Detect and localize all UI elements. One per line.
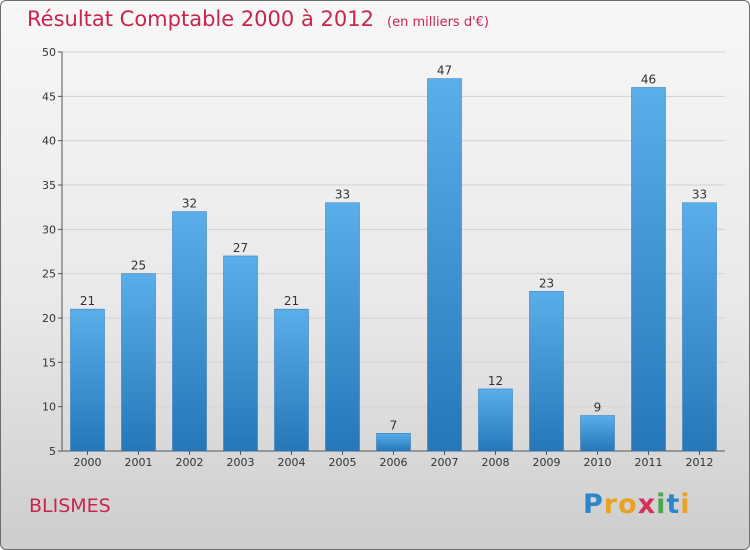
y-tick-label: 20 bbox=[42, 312, 56, 325]
commune-name: BLISMES bbox=[29, 495, 111, 517]
data-label-2006: 7 bbox=[390, 418, 398, 432]
bar-2009 bbox=[529, 291, 564, 452]
data-label-2012: 33 bbox=[692, 188, 707, 202]
bar-2004 bbox=[274, 308, 309, 452]
x-tick-label-2006: 2006 bbox=[380, 456, 408, 469]
bar-2005 bbox=[325, 202, 360, 452]
bar-2011 bbox=[631, 87, 666, 452]
data-label-2011: 46 bbox=[641, 72, 656, 86]
y-tick-label: 25 bbox=[42, 268, 56, 281]
bar-2001 bbox=[121, 273, 156, 452]
logo-letter: i bbox=[680, 489, 691, 520]
data-label-2009: 23 bbox=[539, 276, 554, 290]
bar-2007 bbox=[427, 78, 462, 452]
y-tick-label: 40 bbox=[42, 135, 56, 148]
data-label-2003: 27 bbox=[233, 241, 248, 255]
x-axis-ticks: 2000 2001 2002 2003 2004 2005 2006 2007 2008 2009… bbox=[74, 451, 714, 469]
data-label-2010: 9 bbox=[594, 401, 602, 415]
x-tick-label-2004: 2004 bbox=[278, 456, 306, 469]
logo-letter: t bbox=[666, 489, 681, 520]
data-label-2001: 25 bbox=[131, 259, 146, 273]
x-tick-label-2003: 2003 bbox=[227, 456, 255, 469]
title-block: Résultat Comptable 2000 à 2012 (en milli… bbox=[27, 7, 489, 31]
grid-lines bbox=[62, 51, 725, 452]
bar-2006 bbox=[376, 433, 411, 452]
proxiti-logo: Proxiti bbox=[583, 489, 691, 520]
bar-2003 bbox=[223, 255, 258, 452]
data-label-2000: 21 bbox=[80, 294, 95, 308]
x-tick-label-2012: 2012 bbox=[686, 456, 714, 469]
chart-subtitle: (en milliers d'€) bbox=[387, 15, 489, 30]
logo-letter: x bbox=[637, 489, 657, 520]
x-tick-label-2010: 2010 bbox=[584, 456, 612, 469]
data-label-2007: 47 bbox=[437, 64, 452, 78]
chart-title: Résultat Comptable 2000 à 2012 bbox=[27, 7, 374, 31]
axes bbox=[61, 52, 725, 452]
y-axis-ticks: 5 10 15 20 25 30 35 40 45 50 bbox=[42, 46, 62, 458]
y-tick-label: 10 bbox=[42, 401, 56, 414]
x-tick-label-2011: 2011 bbox=[635, 456, 663, 469]
bar-2008 bbox=[478, 388, 513, 452]
y-tick-label: 45 bbox=[42, 90, 56, 103]
data-labels: 21 25 32 27 21 33 7 47 12 23 9 46 33 bbox=[80, 64, 707, 433]
data-label-2004: 21 bbox=[284, 294, 299, 308]
y-tick-label: 5 bbox=[49, 445, 56, 458]
bar-2000 bbox=[70, 308, 105, 452]
data-label-2008: 12 bbox=[488, 374, 503, 388]
x-tick-label-2000: 2000 bbox=[74, 456, 102, 469]
x-tick-label-2002: 2002 bbox=[176, 456, 204, 469]
logo-letter: P bbox=[583, 489, 604, 520]
y-tick-label: 30 bbox=[42, 223, 56, 236]
x-tick-label-2009: 2009 bbox=[533, 456, 561, 469]
bar-2010 bbox=[580, 415, 615, 452]
y-tick-label: 35 bbox=[42, 179, 56, 192]
y-tick-label: 15 bbox=[42, 356, 56, 369]
bar-2002 bbox=[172, 211, 207, 452]
data-label-2002: 32 bbox=[182, 197, 197, 211]
x-tick-label-2008: 2008 bbox=[482, 456, 510, 469]
logo-letter: i bbox=[656, 489, 667, 520]
logo-letter: r bbox=[603, 489, 619, 520]
x-tick-label-2007: 2007 bbox=[431, 456, 459, 469]
bars bbox=[70, 78, 717, 452]
logo-letter: o bbox=[618, 489, 638, 520]
y-tick-label: 50 bbox=[42, 46, 56, 59]
x-tick-label-2001: 2001 bbox=[125, 456, 153, 469]
data-label-2005: 33 bbox=[335, 188, 350, 202]
bar-2012 bbox=[682, 202, 717, 452]
x-tick-label-2005: 2005 bbox=[329, 456, 357, 469]
